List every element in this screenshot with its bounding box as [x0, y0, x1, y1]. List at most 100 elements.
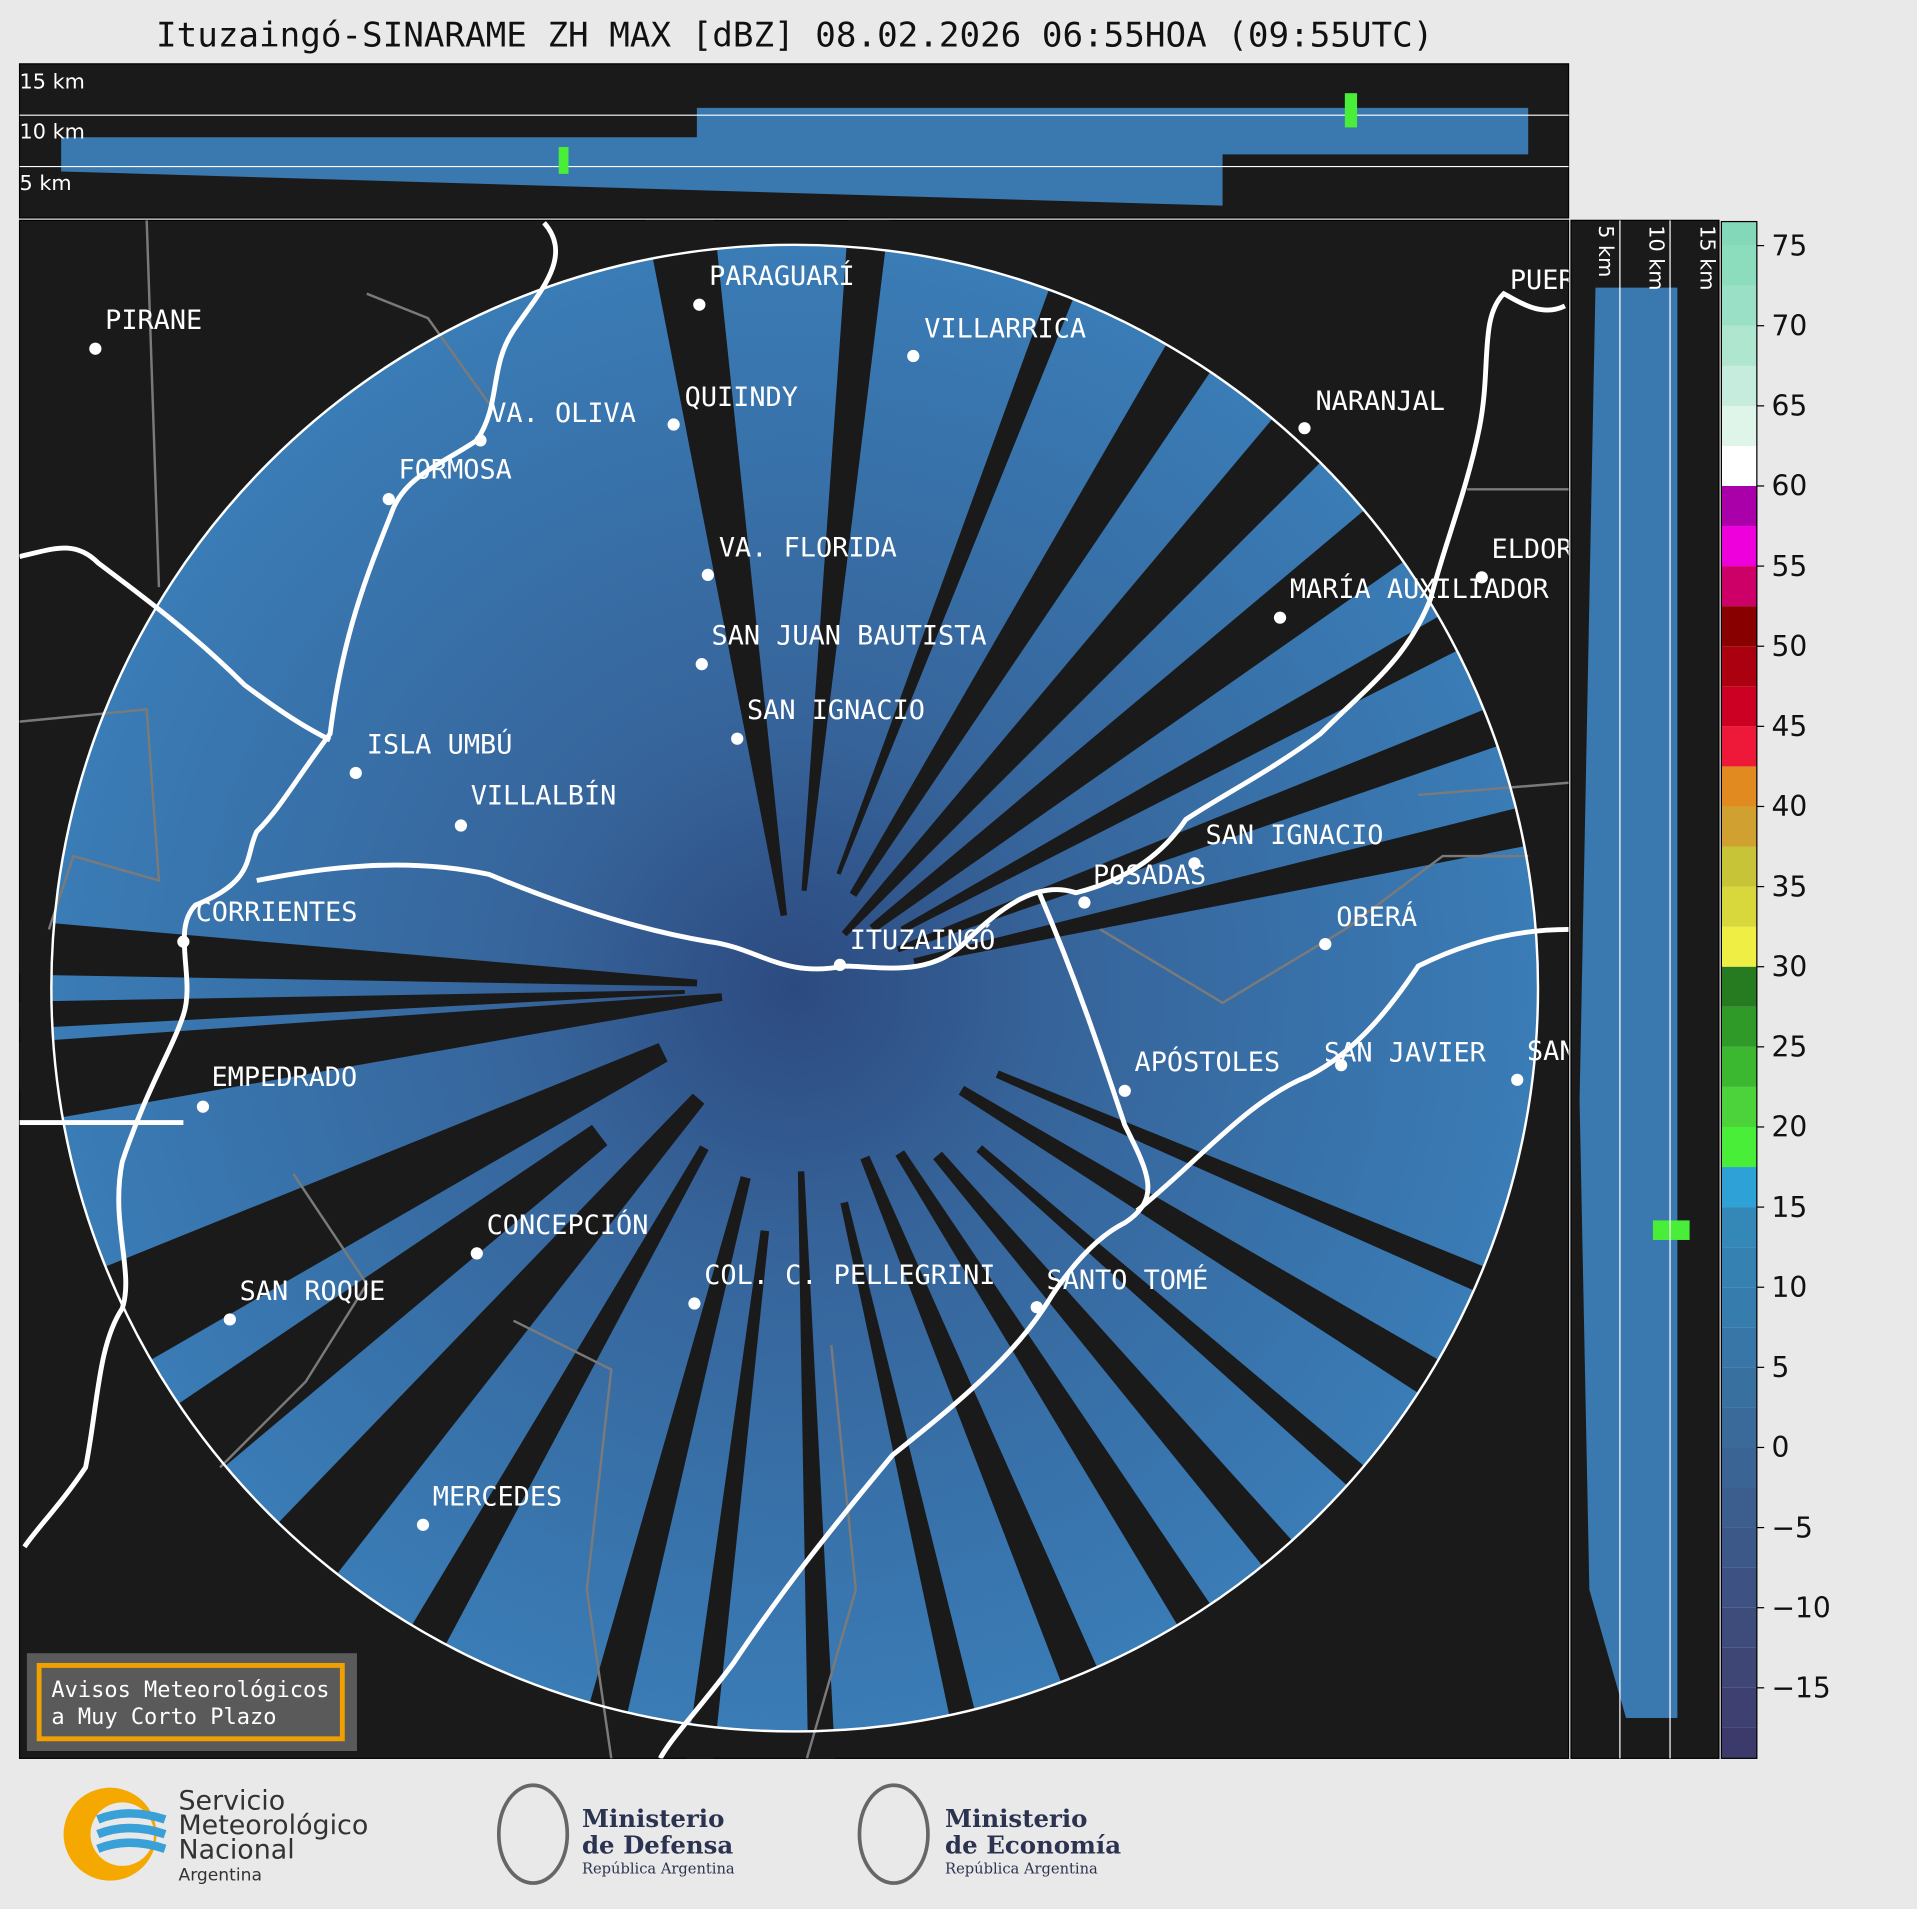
city-dot [1475, 571, 1488, 584]
logo-text: Servicio [178, 1786, 285, 1817]
city-label: CONCEPCIÓN [487, 1209, 649, 1241]
logo-text: de Defensa [582, 1831, 733, 1860]
defensa-logo: Ministerio de Defensa República Argentin… [496, 1783, 735, 1885]
city-label: SAN IGNACIO [747, 695, 925, 726]
colorbar-tick-label: 25 [1772, 1031, 1808, 1064]
colorbar-segment [1721, 285, 1757, 326]
colorbar-segment [1721, 886, 1757, 927]
colorbar-segment [1721, 566, 1757, 607]
colorbar-segment [1721, 1207, 1757, 1248]
city-dot [688, 1297, 701, 1310]
radar-gap [19, 993, 723, 1124]
top-echo [61, 107, 1529, 206]
city-dot [1319, 937, 1332, 951]
colorbar-segment [1721, 1126, 1757, 1168]
side-echo [1579, 287, 1678, 1718]
city-dot [416, 1518, 430, 1531]
colorbar-segment [1721, 646, 1757, 687]
city-dot [833, 958, 847, 972]
colorbar-segment [1721, 221, 1757, 246]
colorbar-tick-label: 65 [1772, 390, 1808, 423]
colorbar-segment [1721, 806, 1757, 847]
city-label: SAN ROQUE [240, 1276, 386, 1307]
city-dot [1030, 1301, 1043, 1314]
city-dot [1273, 611, 1287, 624]
echo-spot [558, 146, 569, 174]
colorbar-segment [1721, 1647, 1757, 1688]
city-label: COL. C. PELLEGRINI [704, 1260, 995, 1291]
city-label: VILLARRICA [924, 314, 1086, 345]
colorbar-segment [1721, 686, 1757, 727]
colorbar-segment [1721, 726, 1757, 767]
colorbar-tick-label: −15 [1772, 1672, 1831, 1705]
city-dot [701, 568, 714, 582]
city-dot [454, 819, 468, 832]
colorbar-segment [1721, 1567, 1757, 1608]
height-label: 10 km [1644, 225, 1668, 290]
radar-gap [976, 1145, 1395, 1512]
radar-gap [860, 1155, 1113, 1719]
radar-gap [900, 596, 1492, 933]
colorbar-segment [1721, 1727, 1757, 1759]
city-label: VA. OLIVA [490, 398, 636, 429]
colorbar-segment [1721, 1046, 1757, 1087]
colorbar-tick-label: 5 [1772, 1351, 1790, 1384]
radar-gap [849, 310, 1233, 897]
logo-text: República Argentina [945, 1860, 1098, 1877]
radar-gap [840, 1201, 984, 1754]
colorbar-tick-label: 55 [1772, 550, 1808, 583]
city-dot [223, 1313, 236, 1326]
city-label: PIRANE [105, 305, 202, 336]
city-label: PUER [1510, 265, 1576, 296]
colorbar-tick-label: 70 [1772, 310, 1808, 343]
colorbar-tick-label: 40 [1772, 790, 1808, 823]
smn-logo: Servicio Meteorológico Nacional Argentin… [63, 1786, 368, 1886]
colorbar-segment [1721, 1006, 1757, 1047]
colorbar-segment [1721, 1447, 1757, 1488]
radar-gap [895, 1150, 1233, 1659]
city-label: CORRIENTES [196, 897, 358, 928]
colorbar-segment [1721, 1167, 1757, 1208]
height-label: 10 km [20, 119, 85, 143]
radar-gap [145, 1124, 608, 1492]
colorbar-tick-label: 75 [1772, 229, 1808, 262]
colorbar-segment [1721, 365, 1757, 406]
radar-gap [869, 485, 1436, 933]
colorbar-segment [1721, 405, 1757, 446]
logo-text: República Argentina [582, 1860, 735, 1877]
colorbar-tick-label: 60 [1772, 470, 1808, 503]
height-label: 15 km [20, 69, 85, 93]
city-label: MERCEDES [433, 1481, 562, 1512]
radar-gap [933, 1151, 1319, 1597]
notice-text: Avisos Meteorológicos [51, 1678, 329, 1703]
city-dot [1118, 1084, 1131, 1097]
colorbar-tick-label: 0 [1772, 1431, 1790, 1464]
city-dot [695, 658, 708, 671]
notice-border [36, 1662, 345, 1742]
radar-gap [645, 220, 788, 917]
city-dot [177, 935, 190, 948]
city-dot [349, 766, 362, 780]
economia-logo: Ministerio de Economía República Argenti… [857, 1783, 1121, 1885]
city-dot [667, 418, 680, 431]
colorbar-segment [1721, 1487, 1757, 1528]
city-dot [1511, 1073, 1524, 1086]
logo-text: Ministerio [945, 1804, 1087, 1833]
colorbar-segment [1721, 1287, 1757, 1328]
colorbar-tick-label: 50 [1772, 630, 1808, 663]
city-label: VILLALBÍN [471, 780, 617, 812]
city-label: SAN [1527, 1036, 1576, 1067]
city-label: OBERÁ [1336, 901, 1417, 933]
colorbar-segment [1721, 846, 1757, 887]
city-label: PARAGUARÍ [709, 260, 855, 292]
colorbar-tick-label: 35 [1772, 870, 1808, 903]
city-dot [474, 434, 487, 447]
city-dot [907, 349, 920, 363]
logo-text: Ministerio [582, 1804, 724, 1833]
radar-gap [797, 1171, 836, 1759]
colorbar-frame [1720, 220, 1758, 1759]
logo-text: Argentina [178, 1866, 261, 1886]
radar-gap [958, 1085, 1473, 1415]
radar-gap [391, 1145, 709, 1679]
